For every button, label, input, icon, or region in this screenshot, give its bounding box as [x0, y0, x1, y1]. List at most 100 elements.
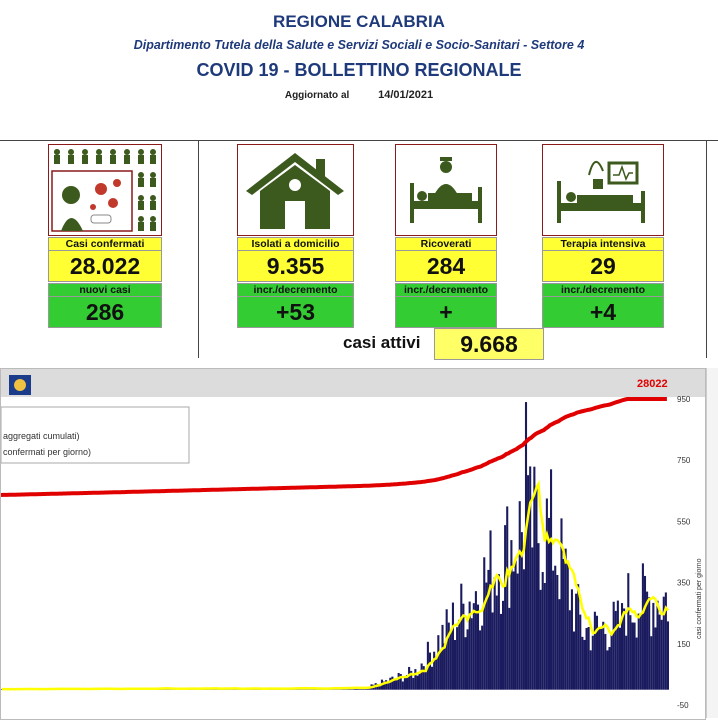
daily-bar: [391, 676, 394, 690]
daily-bar: [531, 547, 534, 690]
daily-bar: [389, 677, 392, 690]
daily-bar: [520, 532, 523, 690]
daily-bar: [485, 582, 488, 690]
cumulative-value-label: 28022: [637, 378, 668, 390]
daily-bar: [464, 637, 467, 690]
daily-bar: [664, 592, 667, 690]
right-axis-label: casi confermati per giorno: [696, 558, 703, 639]
daily-bar: [589, 650, 592, 690]
active-cases-label: casi attivi: [343, 333, 421, 352]
daily-bar: [502, 600, 505, 690]
bulletin-title: COVID 19 - BOLLETTINO REGIONALE: [196, 60, 522, 80]
daily-bar: [633, 622, 636, 690]
daily-bar: [416, 675, 419, 690]
infected-person-icon: [48, 144, 162, 236]
daily-bar: [499, 613, 502, 690]
daily-bar: [479, 630, 482, 690]
right-axis-ticks: 950 750 550 350 150 -50: [677, 395, 691, 710]
right-axis-tick-label: 950: [677, 395, 691, 404]
daily-bar: [403, 676, 406, 690]
daily-bar: [487, 569, 490, 690]
daily-bar: [579, 614, 582, 690]
house-icon: [237, 144, 354, 236]
daily-bar: [441, 624, 444, 690]
daily-bars: [1, 402, 669, 690]
daily-bar: [568, 610, 571, 690]
daily-bar: [435, 657, 438, 690]
daily-bar: [470, 618, 473, 690]
daily-bar: [491, 612, 494, 690]
daily-bar: [652, 602, 655, 690]
daily-bar: [575, 593, 578, 690]
daily-bar: [660, 619, 663, 690]
daily-bar: [497, 574, 500, 690]
daily-bar: [595, 615, 599, 690]
daily-bar: [468, 601, 471, 690]
kpi-label-icu: Terapia intensiva: [542, 237, 664, 251]
daily-bar: [408, 666, 411, 690]
daily-bar: [616, 600, 619, 690]
daily-bar: [443, 643, 446, 690]
daily-bar: [635, 637, 638, 690]
side-panel: [706, 368, 718, 718]
daily-bar: [623, 608, 626, 690]
kpi-value-icu: 29: [542, 250, 664, 282]
daily-bar: [449, 631, 452, 690]
department-subtitle: Dipartimento Tutela della Salute e Servi…: [133, 38, 585, 52]
daily-bar: [662, 596, 665, 690]
daily-bar: [556, 574, 559, 690]
daily-bar: [591, 635, 594, 690]
daily-bar: [631, 622, 634, 690]
daily-bar: [439, 651, 442, 690]
daily-bar: [414, 669, 417, 690]
daily-bar: [433, 651, 436, 690]
band-top-line: [0, 140, 718, 141]
daily-bar: [476, 604, 480, 690]
daily-bar: [543, 582, 546, 690]
daily-bar: [405, 675, 409, 690]
daily-bar: [658, 614, 661, 690]
daily-bar: [512, 571, 515, 690]
daily-bar: [489, 530, 492, 690]
daily-bar: [445, 609, 448, 690]
daily-bar: [378, 685, 381, 690]
daily-bar: [462, 603, 465, 690]
kpi-sublabel-hospital: incr./decremento: [395, 283, 497, 297]
kpi-subvalue-home: +53: [237, 296, 354, 328]
daily-bar: [447, 622, 450, 690]
daily-bar: [604, 633, 607, 690]
kpi-label-home: Isolati a domicilio: [237, 237, 354, 251]
daily-bar: [518, 501, 521, 690]
daily-bar: [451, 602, 454, 690]
daily-bar: [639, 613, 642, 690]
daily-bar: [614, 610, 617, 690]
daily-bar: [643, 575, 647, 690]
daily-bar: [524, 402, 528, 690]
chart-legend: [0, 406, 190, 464]
daily-bar: [656, 600, 659, 690]
active-cases-value: 9.668: [434, 328, 544, 360]
daily-bar: [562, 558, 565, 690]
daily-bar: [376, 684, 379, 690]
daily-bar: [527, 475, 530, 690]
daily-bar: [397, 672, 400, 690]
legend-entry-daily: confermati per giorno): [3, 447, 91, 457]
daily-bar: [641, 563, 644, 690]
cases-chart: aggregati cumulati) confermati per giorn…: [0, 368, 706, 720]
daily-bar: [395, 678, 398, 690]
daily-bar: [554, 565, 557, 690]
daily-bar: [600, 626, 603, 690]
logo-icon: [9, 375, 31, 395]
daily-bar: [387, 681, 390, 690]
daily-bar: [627, 573, 630, 690]
kpi-subvalue-confirmed: 286: [48, 296, 162, 328]
daily-bar: [474, 591, 477, 690]
daily-bar: [529, 466, 532, 690]
right-axis-tick-label: 550: [677, 517, 691, 526]
daily-bar: [466, 629, 469, 690]
daily-bar: [585, 627, 588, 690]
daily-bar: [606, 650, 609, 690]
daily-bar: [495, 595, 498, 690]
daily-bar: [577, 584, 580, 690]
daily-bar: [422, 666, 425, 690]
